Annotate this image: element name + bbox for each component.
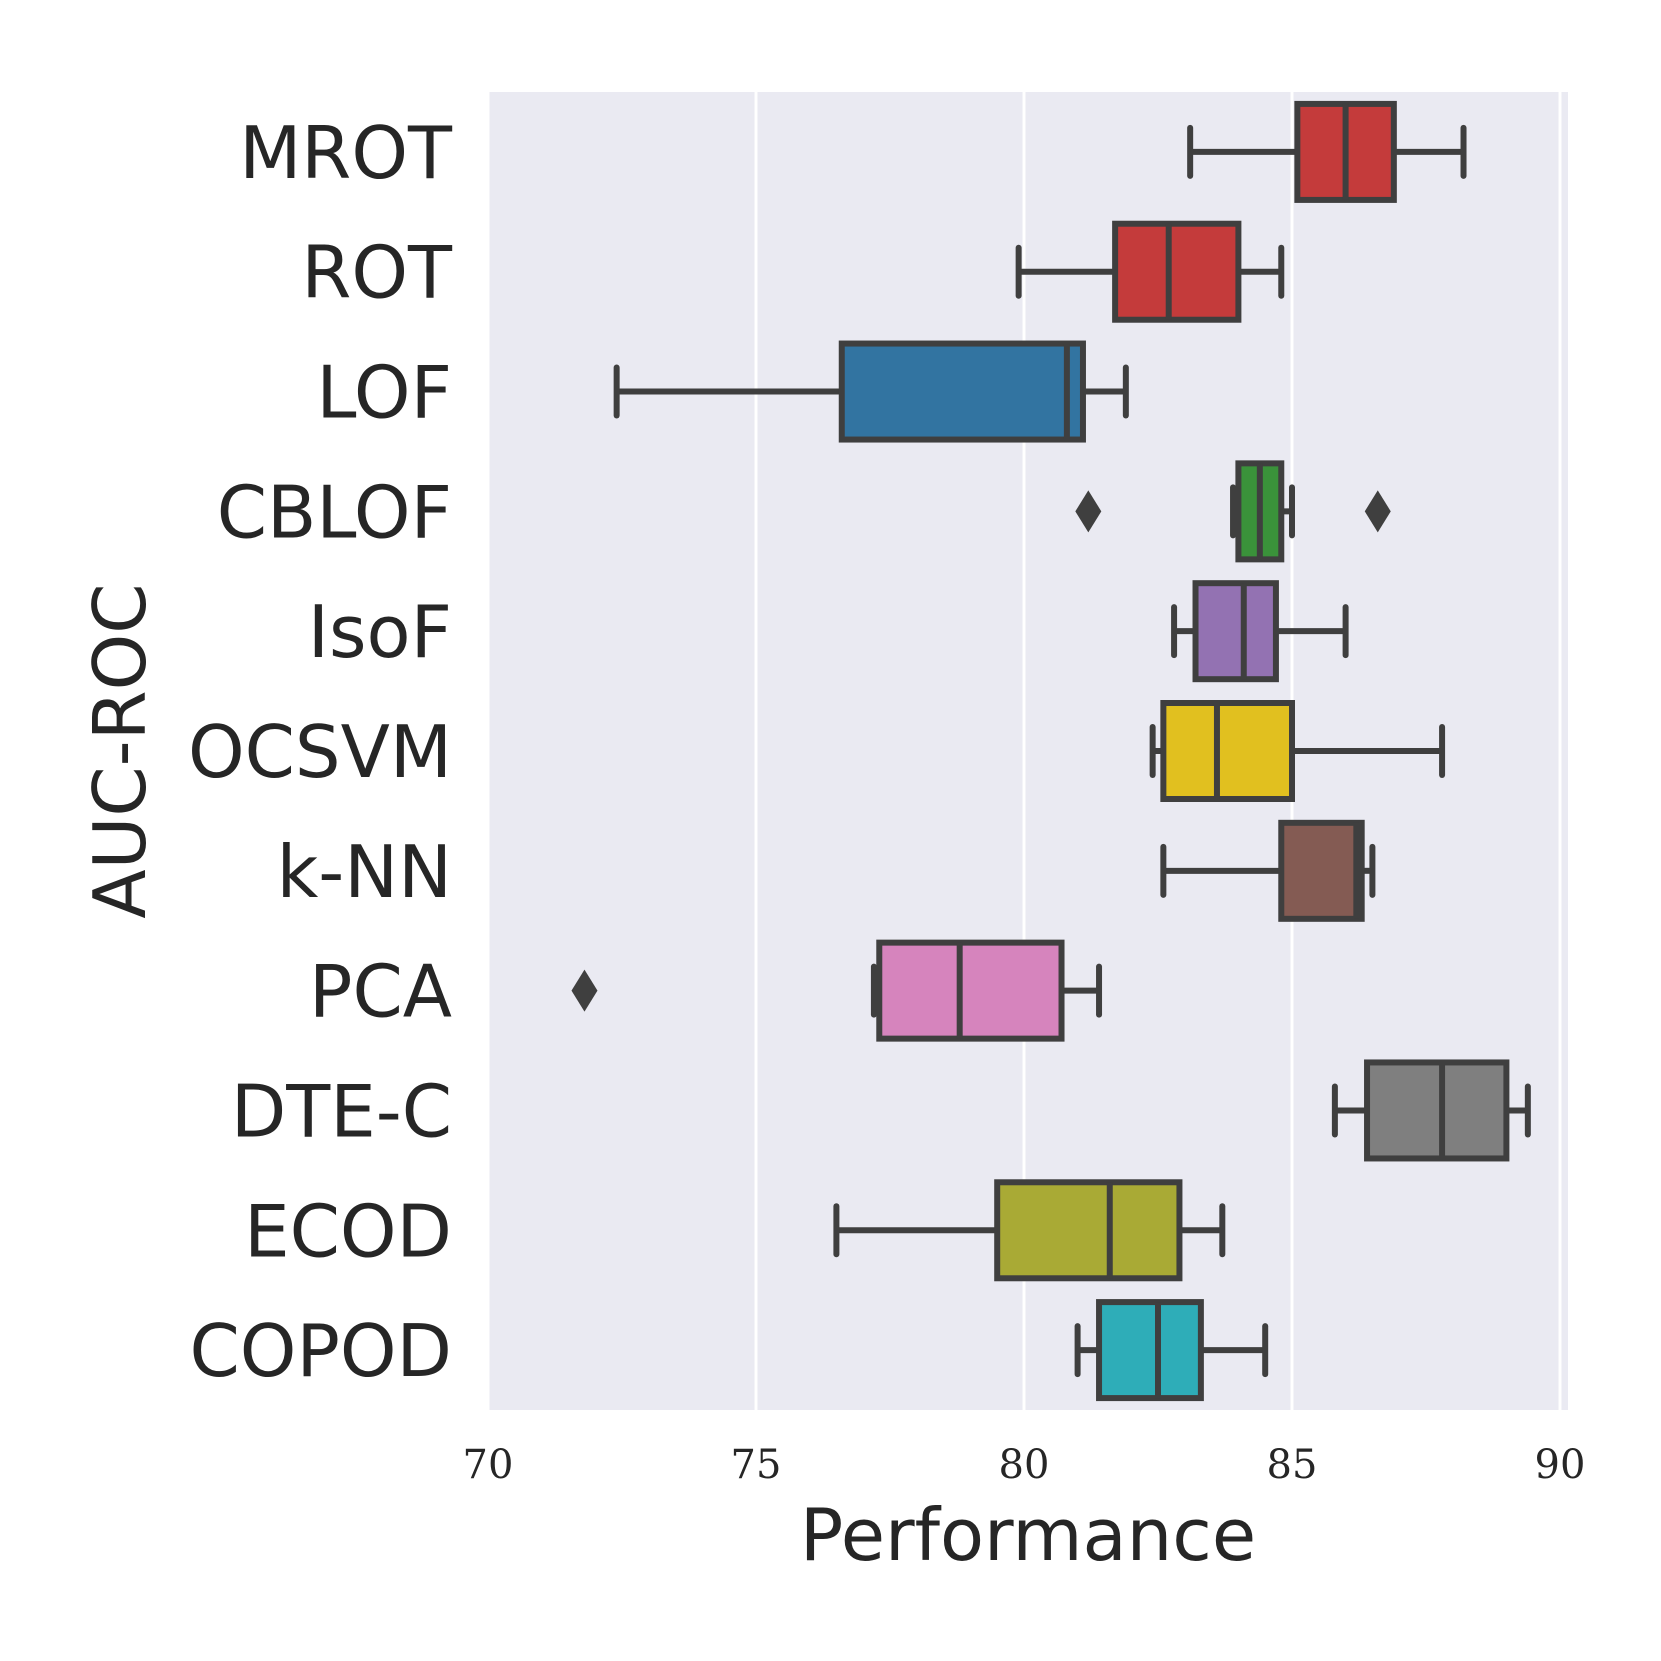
box-group <box>1187 100 1467 203</box>
x-tick-label: 80 <box>999 1442 1050 1488</box>
outlier-marker <box>1075 490 1102 533</box>
category-label: ECOD <box>244 1189 452 1273</box>
category-label: PCA <box>309 950 452 1034</box>
outlier-marker <box>1364 490 1391 533</box>
category-label: ROT <box>301 231 453 315</box>
box-iqr <box>1112 220 1242 323</box>
box-iqr <box>1278 819 1365 922</box>
box-group <box>1331 1059 1531 1162</box>
x-tick-label: 70 <box>463 1442 514 1488</box>
box-group <box>1074 1299 1269 1402</box>
box-group <box>1015 220 1285 323</box>
box-group <box>833 1179 1226 1282</box>
x-tick-label: 90 <box>1535 1442 1586 1488</box>
box-group <box>1075 460 1391 563</box>
category-label: k-NN <box>277 830 452 914</box>
x-tick-label: 75 <box>731 1442 782 1488</box>
y-axis-title: AUC-ROC <box>78 583 162 918</box>
box-iqr <box>876 939 1065 1042</box>
category-label: COPOD <box>190 1309 452 1393</box>
box-group <box>1149 700 1446 802</box>
outlier-marker <box>571 969 598 1012</box>
box-group <box>1160 819 1376 922</box>
category-label: MROT <box>239 111 453 195</box>
category-label: IsoF <box>308 590 452 674</box>
box-iqr <box>838 340 1086 443</box>
x-axis-title: Performance <box>800 1493 1256 1577</box>
box-iqr <box>1364 1059 1510 1162</box>
box-iqr <box>1096 1299 1204 1402</box>
boxes <box>571 100 1531 1402</box>
category-label: OCSVM <box>188 710 452 794</box>
x-tick-label: 85 <box>1267 1442 1318 1488</box>
category-label: LOF <box>316 351 452 435</box>
category-label: DTE-C <box>231 1069 452 1153</box>
x-tick-labels: 70 75 80 85 90 <box>463 1442 1586 1488</box>
box-iqr <box>994 1179 1183 1282</box>
category-label: CBLOF <box>217 470 452 554</box>
box-group <box>571 939 1103 1042</box>
box-group <box>1171 580 1349 683</box>
category-labels: MROT ROT LOF CBLOF IsoF OCSVM k-NN PCA DTE-C ECOD… <box>188 111 453 1393</box>
box-group <box>613 340 1129 443</box>
box-iqr <box>1160 700 1295 802</box>
box-iqr <box>1192 580 1279 683</box>
